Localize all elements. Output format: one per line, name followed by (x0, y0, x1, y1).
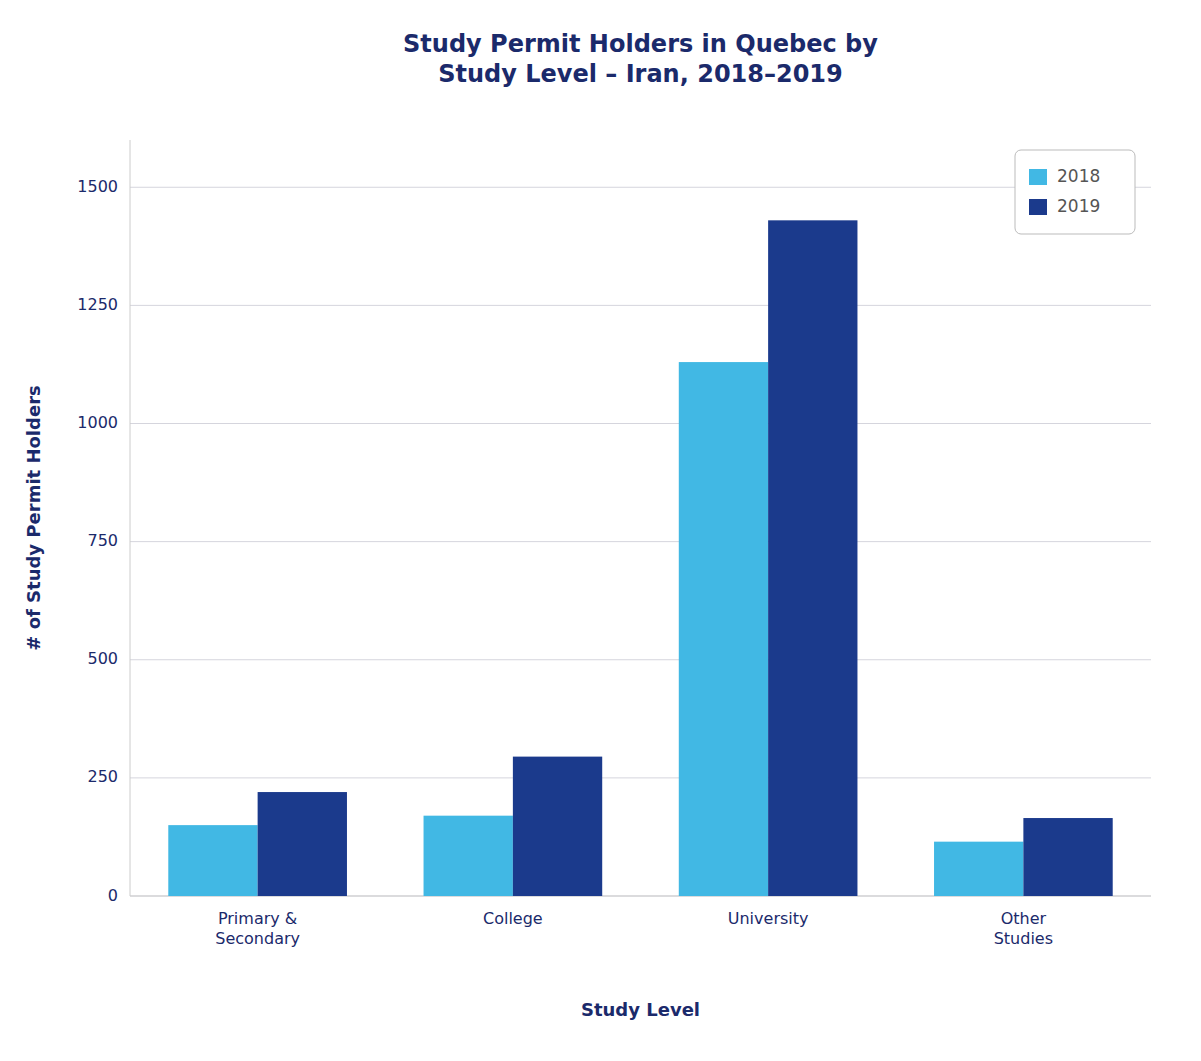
grid-line (130, 541, 1151, 542)
text-line: Study Level – Iran, 2018–2019 (438, 60, 843, 88)
legend-label: 2018 (1057, 166, 1100, 186)
chart: Study Permit Holders in Quebec byStudy L… (0, 0, 1201, 1061)
x-tick-label: OtherStudies (994, 909, 1053, 948)
title: Study Permit Holders in Quebec byStudy L… (403, 30, 878, 88)
bar (513, 757, 602, 896)
legend: 2018 2019 (1015, 150, 1135, 234)
bars (168, 220, 1112, 896)
bar (768, 220, 857, 896)
bar (424, 816, 513, 896)
bar (679, 362, 768, 896)
y-tick-label: 0 (108, 886, 118, 905)
y-axis-label: # of Study Permit Holders (23, 385, 44, 650)
y-tick-label: 250 (87, 767, 118, 786)
y-grid (130, 187, 1151, 896)
y-tick-label: 1000 (77, 413, 118, 432)
x-axis-label: Study Level (581, 999, 700, 1020)
x-tick-label: Primary &Secondary (215, 909, 300, 948)
grid-line (130, 305, 1151, 306)
bar (934, 842, 1023, 896)
y-tick-label: 1250 (77, 295, 118, 314)
legend-label: 2019 (1057, 196, 1100, 216)
grid-line (130, 659, 1151, 660)
y-tick-label: 500 (87, 649, 118, 668)
grid-line (130, 423, 1151, 424)
bar (1023, 818, 1112, 896)
y-axis-line (130, 140, 131, 896)
y-tick-label: 750 (87, 531, 118, 550)
legend-box (1015, 150, 1135, 234)
text-line: College (483, 909, 543, 928)
text-line: Other (1001, 909, 1047, 928)
y-tick-label: 1500 (77, 177, 118, 196)
text-line: Study Permit Holders in Quebec by (403, 30, 878, 58)
bar (168, 825, 257, 896)
text-line: University (728, 909, 809, 928)
grid-line (130, 777, 1151, 778)
x-tick-label: College (483, 909, 543, 928)
text-line: Secondary (215, 929, 300, 948)
text-line: Studies (994, 929, 1053, 948)
legend-swatch (1029, 169, 1047, 185)
x-tick-label: University (728, 909, 809, 928)
legend-swatch (1029, 199, 1047, 215)
grid-line (130, 187, 1151, 188)
text-line: Primary & (218, 909, 297, 928)
bar (258, 792, 347, 896)
chart-container: Study Permit Holders in Quebec byStudy L… (0, 0, 1201, 1061)
